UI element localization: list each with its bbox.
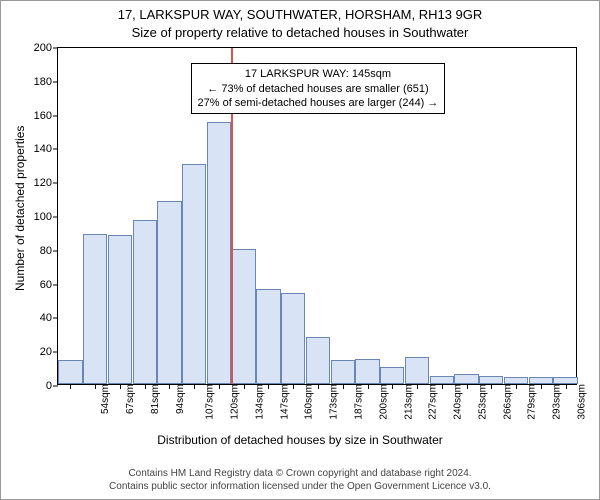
x-tick-mark: [318, 384, 319, 389]
footer-line-2: Contains public sector information licen…: [109, 481, 491, 492]
x-tick-label: 240sqm: [453, 384, 464, 420]
x-tick-mark: [169, 384, 170, 389]
annotation-line: 17 LARKSPUR WAY: 145sqm: [198, 67, 439, 81]
y-tick-mark: [53, 250, 58, 251]
y-tick-mark: [53, 183, 58, 184]
bar: [553, 377, 577, 384]
x-tick-label: 94sqm: [175, 384, 186, 414]
x-tick-label: 147sqm: [279, 384, 290, 420]
y-tick-mark: [53, 318, 58, 319]
chart-title: 17, LARKSPUR WAY, SOUTHWATER, HORSHAM, R…: [1, 7, 599, 22]
y-tick-label: 140: [34, 143, 52, 155]
y-tick-mark: [53, 284, 58, 285]
y-tick-label: 80: [40, 245, 52, 257]
y-tick-label: 200: [34, 42, 52, 54]
bar: [157, 201, 181, 384]
y-tick-mark: [53, 81, 58, 82]
bar: [83, 234, 107, 384]
x-tick-label: 81sqm: [150, 384, 161, 414]
annotation-box: 17 LARKSPUR WAY: 145sqm← 73% of detached…: [191, 63, 446, 114]
y-tick-mark: [53, 217, 58, 218]
x-tick-mark: [368, 384, 369, 389]
x-tick-label: 213sqm: [403, 384, 414, 420]
y-axis-label: Number of detached properties: [13, 126, 27, 291]
bar: [405, 357, 429, 384]
y-tick-label: 20: [40, 346, 52, 358]
chart-subtitle: Size of property relative to detached ho…: [1, 25, 599, 40]
x-tick-mark: [219, 384, 220, 389]
bar: [207, 122, 231, 384]
plot-area: 02040608010012014016018020054sqm67sqm81s…: [57, 47, 577, 385]
bar: [58, 360, 82, 384]
x-tick-mark: [417, 384, 418, 389]
bar: [108, 235, 132, 384]
bar: [380, 367, 404, 384]
bar: [306, 337, 330, 384]
x-tick-label: 266sqm: [502, 384, 513, 420]
y-tick-label: 40: [40, 312, 52, 324]
bar: [133, 220, 157, 384]
bar: [479, 376, 503, 384]
x-tick-label: 173sqm: [329, 384, 340, 420]
x-tick-mark: [70, 384, 71, 389]
figure-container: 17, LARKSPUR WAY, SOUTHWATER, HORSHAM, R…: [0, 0, 600, 500]
bar: [232, 249, 256, 384]
bar: [182, 164, 206, 384]
annotation-line: ← 73% of detached houses are smaller (65…: [198, 82, 439, 96]
x-tick-label: 293sqm: [552, 384, 563, 420]
x-tick-mark: [541, 384, 542, 389]
y-tick-label: 0: [46, 380, 52, 392]
x-tick-label: 67sqm: [125, 384, 136, 414]
x-tick-label: 200sqm: [378, 384, 389, 420]
x-tick-mark: [95, 384, 96, 389]
x-tick-label: 54sqm: [100, 384, 111, 414]
x-tick-mark: [566, 384, 567, 389]
x-tick-mark: [244, 384, 245, 389]
y-tick-mark: [53, 115, 58, 116]
y-tick-label: 60: [40, 279, 52, 291]
x-tick-label: 187sqm: [354, 384, 365, 420]
x-tick-label: 134sqm: [255, 384, 266, 420]
y-tick-mark: [53, 352, 58, 353]
x-tick-mark: [516, 384, 517, 389]
annotation-line: 27% of semi-detached houses are larger (…: [198, 96, 439, 110]
y-tick-label: 160: [34, 110, 52, 122]
bar: [454, 374, 478, 384]
bar: [256, 289, 280, 384]
bar: [281, 293, 305, 384]
bar: [504, 377, 528, 384]
x-tick-label: 253sqm: [477, 384, 488, 420]
x-tick-mark: [194, 384, 195, 389]
x-tick-label: 279sqm: [527, 384, 538, 420]
x-tick-mark: [120, 384, 121, 389]
attribution-footer: Contains HM Land Registry data © Crown c…: [1, 468, 599, 493]
x-tick-mark: [491, 384, 492, 389]
footer-line-1: Contains HM Land Registry data © Crown c…: [128, 468, 471, 479]
x-tick-label: 227sqm: [428, 384, 439, 420]
x-tick-label: 306sqm: [576, 384, 587, 420]
bar: [355, 359, 379, 384]
y-tick-label: 100: [34, 211, 52, 223]
y-tick-mark: [53, 48, 58, 49]
x-tick-mark: [293, 384, 294, 389]
bar: [430, 376, 454, 384]
x-tick-label: 160sqm: [304, 384, 315, 420]
x-tick-label: 107sqm: [205, 384, 216, 420]
y-tick-label: 120: [34, 177, 52, 189]
x-tick-mark: [467, 384, 468, 389]
y-tick-mark: [53, 386, 58, 387]
x-axis-label: Distribution of detached houses by size …: [1, 433, 599, 447]
x-tick-mark: [442, 384, 443, 389]
x-tick-mark: [343, 384, 344, 389]
x-tick-mark: [392, 384, 393, 389]
y-tick-label: 180: [34, 76, 52, 88]
x-tick-mark: [145, 384, 146, 389]
x-tick-label: 120sqm: [230, 384, 241, 420]
x-tick-mark: [268, 384, 269, 389]
y-tick-mark: [53, 149, 58, 150]
bar: [331, 360, 355, 384]
bar: [529, 377, 553, 384]
